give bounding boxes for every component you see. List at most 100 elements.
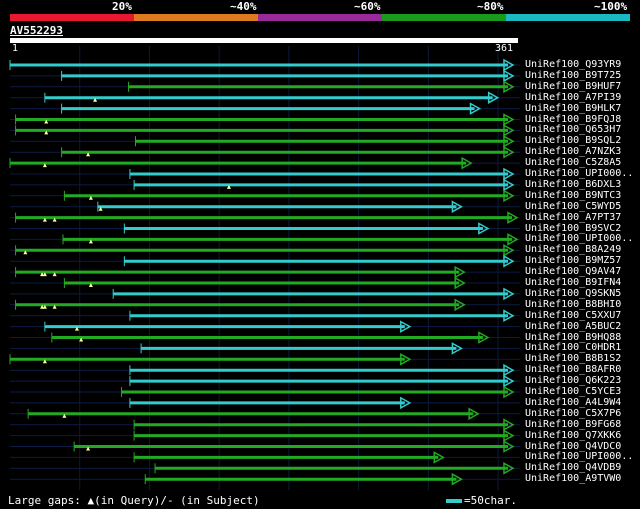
query-gap-marker	[52, 272, 57, 277]
scale-segment	[134, 14, 258, 21]
hit-label[interactable]: UniRef100_B8AFR0	[525, 364, 622, 376]
hit-label[interactable]: UniRef100_A7PT37	[525, 211, 622, 223]
hit-arrowhead	[503, 418, 515, 431]
query-gap-marker	[88, 239, 93, 244]
hit-arrowhead	[503, 189, 515, 203]
hit-label[interactable]: UniRef100_A9TVW0	[525, 473, 622, 485]
hit-label[interactable]: UniRef100_B8BHI0	[525, 298, 622, 310]
hit-arrowhead	[503, 309, 515, 322]
hit-arrowhead	[400, 353, 412, 366]
hit-label[interactable]: UniRef100_Q93YR9	[525, 59, 622, 70]
hit-arrowhead	[507, 211, 519, 224]
hit-label[interactable]: UniRef100_C5XXU7	[525, 309, 622, 321]
pct-label-40: ~40%	[230, 0, 257, 13]
hit-label[interactable]: UniRef100_A5BUC2	[525, 320, 622, 332]
hit-arrowhead	[503, 69, 515, 83]
query-gap-marker	[93, 97, 98, 102]
query-gap-marker	[74, 326, 79, 331]
hit-arrowhead	[503, 385, 515, 399]
hit-arrowhead	[461, 156, 473, 170]
hit-label[interactable]: UniRef100_C5Z8A5	[525, 157, 622, 169]
query-ruler	[10, 38, 518, 43]
hit-label[interactable]: UniRef100_B9HQ88	[525, 331, 622, 343]
hit-label[interactable]: UniRef100_B9HLK7	[525, 102, 622, 114]
hit-label[interactable]: UniRef100_B9SQL2	[525, 135, 622, 147]
pct-label-100: ~100%	[594, 0, 628, 13]
hit-arrowhead	[503, 124, 515, 137]
hit-label[interactable]: UniRef100_B8A249	[525, 244, 622, 256]
hit-label[interactable]: UniRef100_UPI000..	[525, 233, 634, 245]
scale-segment	[506, 14, 630, 21]
hit-arrowhead	[400, 320, 412, 333]
query-name[interactable]: AV552293	[10, 24, 63, 37]
pct-label-80: ~80%	[477, 0, 504, 13]
query-gap-marker	[88, 195, 93, 200]
hit-label[interactable]: UniRef100_B6DXL3	[525, 178, 622, 190]
scale-segment	[258, 14, 382, 21]
hit-label[interactable]: UniRef100_A7NZK3	[525, 146, 622, 158]
hit-arrowhead	[503, 145, 515, 159]
hit-arrowhead	[454, 276, 466, 290]
hit-arrowhead	[503, 58, 515, 72]
hit-label[interactable]: UniRef100_Q4VDB9	[525, 462, 622, 474]
hit-label[interactable]: UniRef100_C5YCE3	[525, 386, 622, 397]
query-gap-marker	[52, 217, 57, 222]
hit-arrowhead	[503, 135, 515, 148]
query-gap-marker	[42, 304, 47, 309]
hit-label[interactable]: UniRef100_UPI000..	[525, 451, 634, 463]
query-gap-marker	[44, 130, 49, 135]
hit-arrowhead	[503, 113, 515, 126]
query-gap-marker	[62, 413, 67, 418]
ruler-end-label: 361	[495, 43, 514, 54]
hit-label[interactable]: UniRef100_B9SVC2	[525, 222, 622, 234]
hit-label[interactable]: UniRef100_B9FQJ8	[525, 113, 622, 125]
hit-label[interactable]: UniRef100_Q6K223	[525, 375, 622, 387]
query-gap-marker	[86, 152, 91, 157]
hit-arrowhead	[503, 429, 515, 442]
ruler-start-label: 1	[12, 43, 19, 54]
query-gap-marker	[42, 217, 47, 222]
hit-label[interactable]: UniRef100_C0HDR1	[525, 342, 622, 354]
hit-label[interactable]: UniRef100_A7PI39	[525, 91, 622, 103]
hit-label[interactable]: UniRef100_B9NTC3	[525, 189, 622, 201]
hit-label[interactable]: UniRef100_B9FG68	[525, 418, 622, 430]
hit-arrowhead	[468, 407, 480, 421]
hit-arrowhead	[503, 167, 515, 181]
pct-label-20: 20%	[112, 0, 132, 13]
query-gap-marker	[44, 119, 49, 124]
hit-arrowhead	[451, 342, 463, 355]
query-gap-marker	[23, 250, 28, 255]
hit-arrowhead	[400, 396, 412, 410]
hit-arrowhead	[507, 233, 519, 246]
hit-arrowhead	[503, 244, 515, 257]
pct-label-60: ~60%	[354, 0, 381, 13]
hit-label[interactable]: UniRef100_Q9AV47	[525, 266, 622, 278]
hit-arrowhead	[454, 298, 466, 312]
hit-label[interactable]: UniRef100_C5WYD5	[525, 200, 622, 212]
hit-label[interactable]: UniRef100_B9HUF7	[525, 80, 622, 92]
hit-arrowhead	[454, 265, 466, 279]
hit-label[interactable]: UniRef100_Q9SKN5	[525, 287, 622, 299]
query-gap-marker	[42, 272, 47, 277]
hit-label[interactable]: UniRef100_Q4VDC0	[525, 440, 622, 452]
hit-arrowhead	[503, 374, 515, 388]
hit-arrowhead	[451, 472, 463, 486]
hit-label[interactable]: UniRef100_B9IFN4	[525, 277, 622, 288]
hit-label[interactable]: UniRef100_A4L9W4	[525, 396, 622, 408]
hit-arrowhead	[478, 331, 490, 344]
hit-label[interactable]: UniRef100_Q653H7	[525, 124, 622, 136]
hit-label[interactable]: UniRef100_B9T725	[525, 69, 622, 81]
hit-label[interactable]: UniRef100_B8B1S2	[525, 353, 622, 365]
legend-scale-bar	[446, 499, 462, 503]
hit-label[interactable]: UniRef100_Q7XKK6	[525, 429, 622, 441]
hit-label[interactable]: UniRef100_B9MZ57	[525, 255, 622, 267]
query-gap-marker	[79, 337, 84, 342]
hit-arrowhead	[503, 363, 515, 377]
hit-arrowhead	[478, 222, 490, 235]
hit-label[interactable]: UniRef100_C5X7P6	[525, 407, 622, 419]
query-gap-marker	[226, 184, 231, 189]
hit-label[interactable]: UniRef100_UPI000..	[525, 168, 634, 179]
legend-text: Large gaps: ▲(in Query)/- (in Subject)	[8, 494, 260, 507]
query-gap-marker	[42, 359, 47, 364]
